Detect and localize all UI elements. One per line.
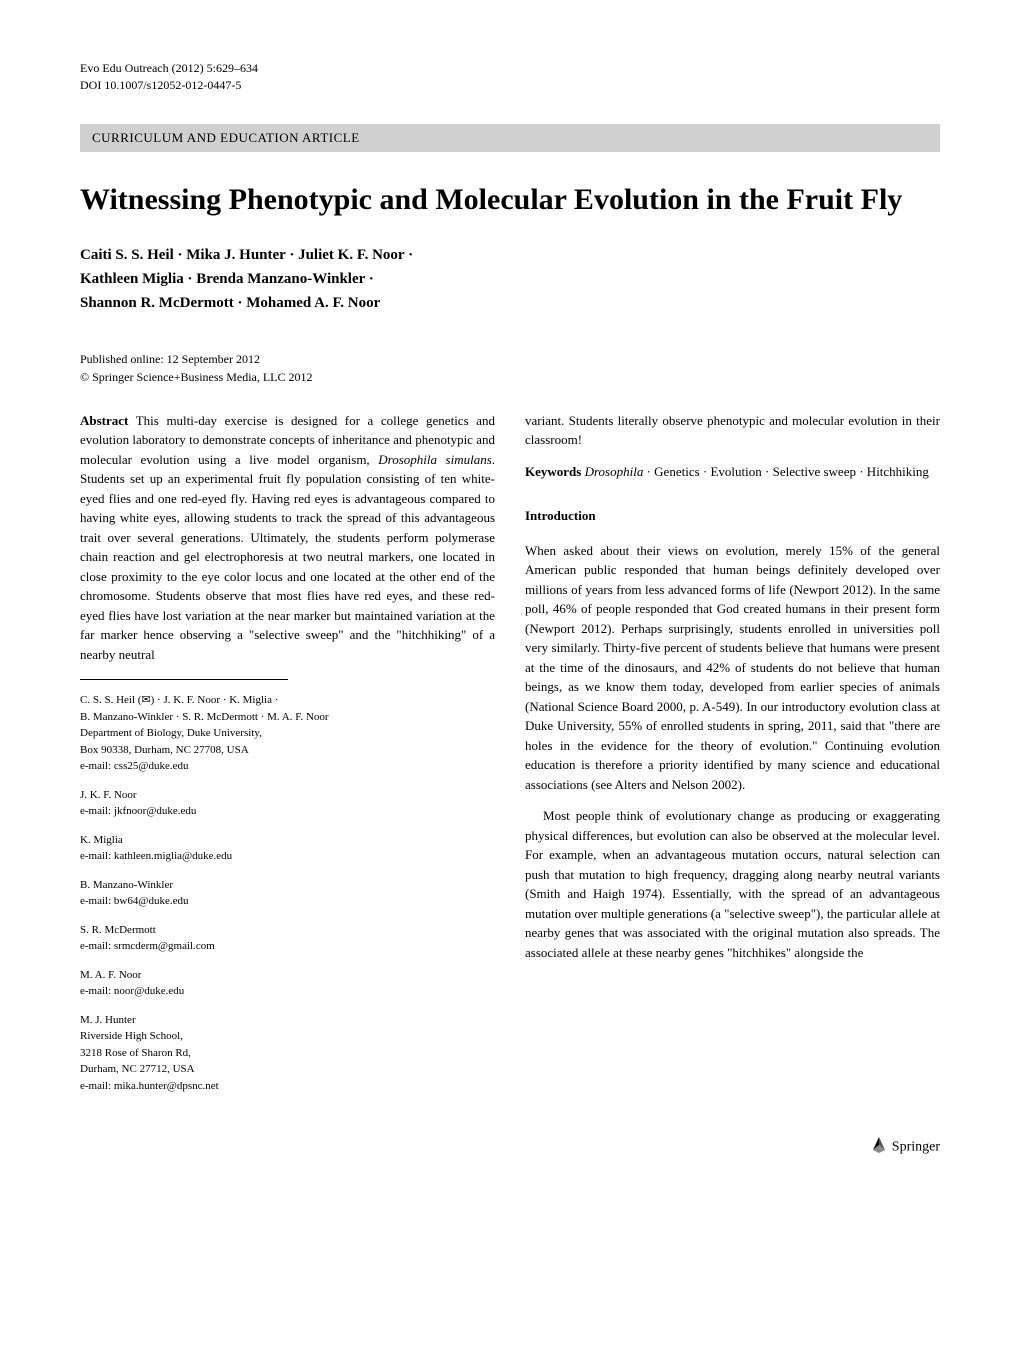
abstract-label: Abstract (80, 413, 128, 428)
main-content: Abstract This multi-day exercise is desi… (80, 411, 940, 1107)
affil-1-line-1: C. S. S. Heil (✉) · J. K. F. Noor · K. M… (80, 692, 495, 709)
affil-7-line-3: 3218 Rose of Sharon Rd, (80, 1045, 495, 1062)
introduction-para-1: When asked about their views on evolutio… (525, 541, 940, 795)
abstract-species: Drosophila simulans (378, 452, 492, 467)
journal-header: Evo Edu Outreach (2012) 5:629–634 DOI 10… (80, 60, 940, 94)
introduction-para-2-text: Most people think of evolutionary change… (525, 808, 940, 960)
affiliation-block-4: B. Manzano-Winkler e-mail: bw64@duke.edu (80, 877, 495, 910)
affil-3-name: K. Miglia (80, 832, 495, 849)
affiliations-section: C. S. S. Heil (✉) · J. K. F. Noor · K. M… (80, 692, 495, 1094)
affil-1-line-4: Box 90338, Durham, NC 27708, USA (80, 742, 495, 759)
affil-7-name: M. J. Hunter (80, 1012, 495, 1029)
affil-6-email: e-mail: noor@duke.edu (80, 983, 495, 1000)
affil-1-line-3: Department of Biology, Duke University, (80, 725, 495, 742)
abstract-paragraph: Abstract This multi-day exercise is desi… (80, 411, 495, 665)
affil-2-email: e-mail: jkfnoor@duke.edu (80, 803, 495, 820)
authors-line-3: Shannon R. McDermott · Mohamed A. F. Noo… (80, 291, 940, 315)
right-column: variant. Students literally observe phen… (525, 411, 940, 1107)
affil-5-name: S. R. McDermott (80, 922, 495, 939)
journal-reference: Evo Edu Outreach (2012) 5:629–634 (80, 60, 940, 77)
affil-7-email: e-mail: mika.hunter@dpsnc.net (80, 1078, 495, 1095)
affil-3-email: e-mail: kathleen.miglia@duke.edu (80, 848, 495, 865)
affil-1-line-2: B. Manzano-Winkler · S. R. McDermott · M… (80, 709, 495, 726)
doi: DOI 10.1007/s12052-012-0447-5 (80, 77, 940, 94)
affil-1-email: e-mail: css25@duke.edu (80, 758, 495, 775)
abstract-text-2: . Students set up an experimental fruit … (80, 452, 495, 662)
affil-6-name: M. A. F. Noor (80, 967, 495, 984)
affiliation-block-2: J. K. F. Noor e-mail: jkfnoor@duke.edu (80, 787, 495, 820)
affil-7-line-4: Durham, NC 27712, USA (80, 1061, 495, 1078)
affil-4-email: e-mail: bw64@duke.edu (80, 893, 495, 910)
affiliation-block-6: M. A. F. Noor e-mail: noor@duke.edu (80, 967, 495, 1000)
publisher-footer: Springer (80, 1136, 940, 1159)
left-column: Abstract This multi-day exercise is desi… (80, 411, 495, 1107)
affil-7-line-2: Riverside High School, (80, 1028, 495, 1045)
article-title: Witnessing Phenotypic and Molecular Evol… (80, 182, 940, 218)
authors-line-1: Caiti S. S. Heil · Mika J. Hunter · Juli… (80, 243, 940, 267)
keywords-label: Keywords (525, 464, 581, 479)
affiliation-block-3: K. Miglia e-mail: kathleen.miglia@duke.e… (80, 832, 495, 865)
affil-4-name: B. Manzano-Winkler (80, 877, 495, 894)
publisher-name: Springer (892, 1140, 940, 1155)
springer-icon (870, 1136, 888, 1159)
keywords-list: · Genetics · Evolution · Selective sweep… (643, 464, 929, 479)
authors-list: Caiti S. S. Heil · Mika J. Hunter · Juli… (80, 243, 940, 315)
published-date: Published online: 12 September 2012 (80, 350, 940, 368)
keywords-species: Drosophila (585, 464, 644, 479)
authors-line-2: Kathleen Miglia · Brenda Manzano-Winkler… (80, 267, 940, 291)
introduction-heading: Introduction (525, 506, 940, 526)
copyright: © Springer Science+Business Media, LLC 2… (80, 368, 940, 386)
article-type-banner: CURRICULUM AND EDUCATION ARTICLE (80, 124, 940, 152)
introduction-para-2: Most people think of evolutionary change… (525, 806, 940, 962)
keywords-paragraph: Keywords Drosophila · Genetics · Evoluti… (525, 462, 940, 482)
affiliation-block-5: S. R. McDermott e-mail: srmcderm@gmail.c… (80, 922, 495, 955)
affiliation-block-1: C. S. S. Heil (✉) · J. K. F. Noor · K. M… (80, 692, 495, 775)
abstract-continuation: variant. Students literally observe phen… (525, 411, 940, 450)
publication-info: Published online: 12 September 2012 © Sp… (80, 350, 940, 386)
affil-5-email: e-mail: srmcderm@gmail.com (80, 938, 495, 955)
affil-2-name: J. K. F. Noor (80, 787, 495, 804)
affiliation-block-7: M. J. Hunter Riverside High School, 3218… (80, 1012, 495, 1095)
affiliation-divider (80, 679, 288, 680)
